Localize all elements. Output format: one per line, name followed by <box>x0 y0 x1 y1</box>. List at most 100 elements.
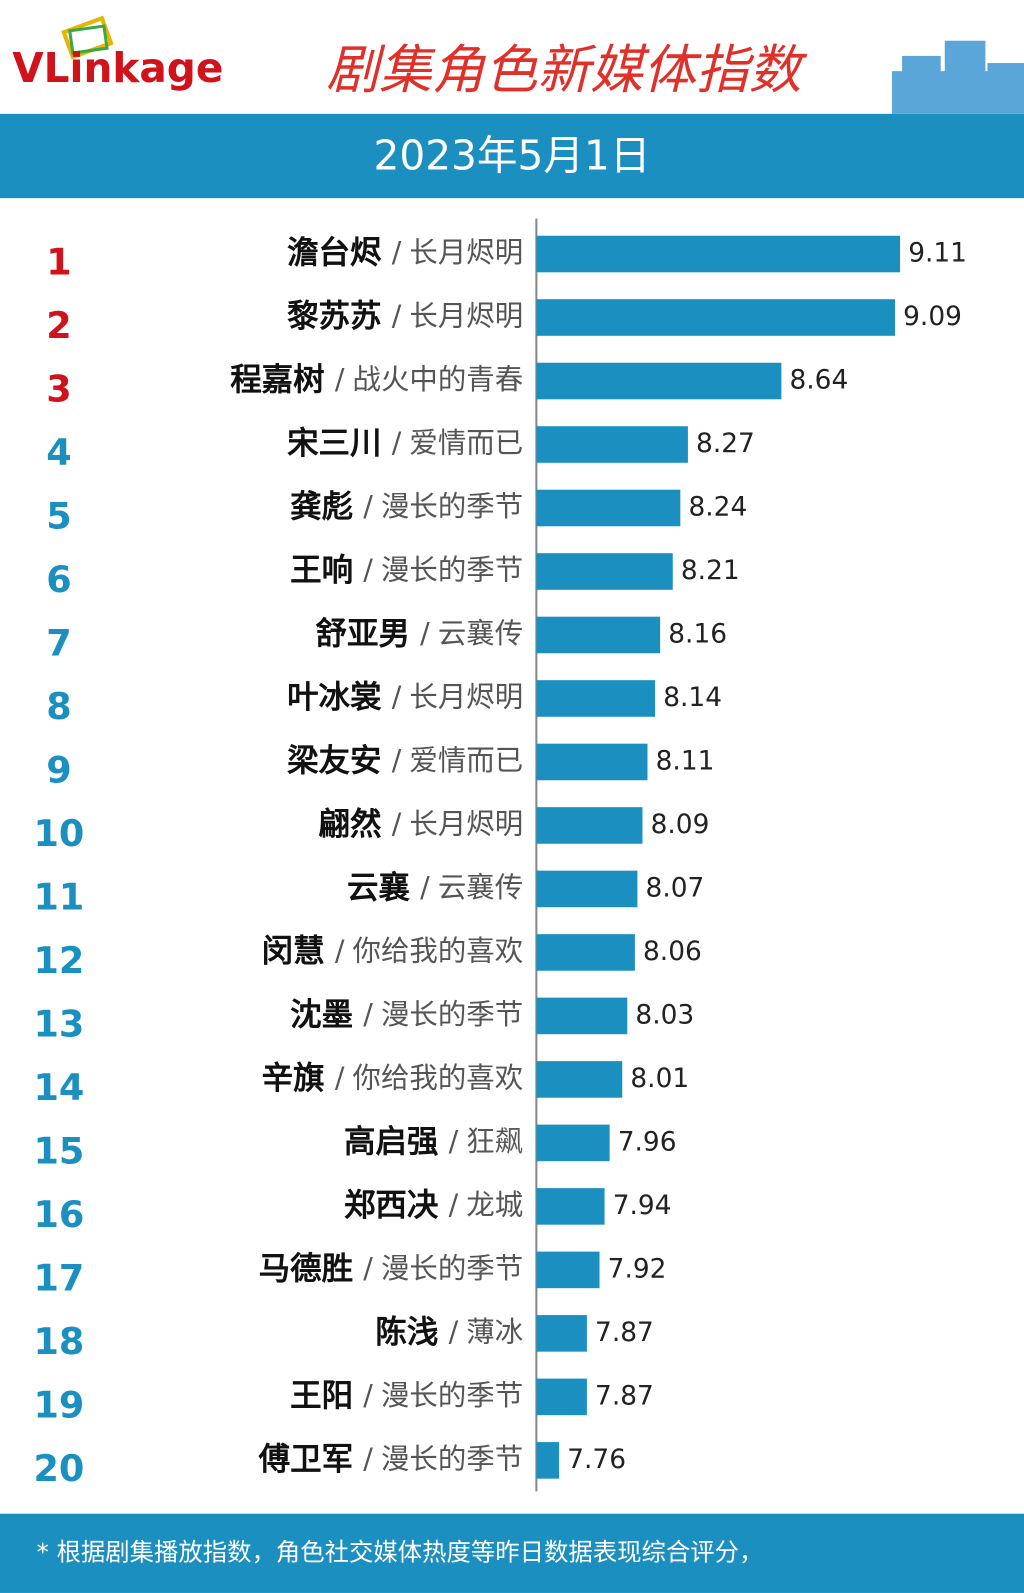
bar <box>536 1378 587 1416</box>
value-label: 8.21 <box>681 555 740 586</box>
row-label: 辛旗 / 你给我的喜欢 <box>262 1059 523 1096</box>
separator: / <box>392 744 402 777</box>
separator: / <box>363 490 373 523</box>
character-name: 马德胜 <box>259 1251 353 1287</box>
row-label: 高启强 / 狂飙 <box>344 1124 523 1160</box>
character-name: 王响 <box>290 552 353 588</box>
row-label: 云襄 / 云襄传 <box>347 869 523 906</box>
separator: / <box>420 871 430 904</box>
rank: 2 <box>46 304 71 347</box>
row-label: 陈浅 / 薄冰 <box>375 1313 523 1350</box>
drama-name: 长月烬明 <box>409 300 523 333</box>
rank: 17 <box>33 1257 84 1300</box>
separator: / <box>392 300 402 333</box>
row-label: 郑西决 / 龙城 <box>344 1187 523 1223</box>
character-name: 梁友安 <box>287 743 381 779</box>
separator: / <box>392 680 402 713</box>
bar <box>536 1124 610 1162</box>
separator: / <box>392 236 402 269</box>
value-label: 8.24 <box>688 491 747 522</box>
rows: 1 澹台烬 / 长月烬明 9.112 黎苏苏 / 长月烬明 9.093 程嘉树 / 战火中的青春 8.6… <box>33 235 967 1490</box>
bar <box>536 553 673 590</box>
separator: / <box>392 807 402 840</box>
character-name: 陈浅 <box>375 1313 438 1350</box>
separator: / <box>449 1188 459 1221</box>
character-name: 宋三川 <box>287 426 381 462</box>
bar <box>536 1315 587 1352</box>
separator: / <box>363 553 373 586</box>
footnote: * 根据剧集播放指数，角色社交媒体热度等昨日数据表现综合评分， <box>37 1537 764 1566</box>
rank: 13 <box>33 1003 84 1046</box>
drama-name: 你给我的喜欢 <box>353 934 524 967</box>
row-label: 澹台烬 / 长月烬明 <box>287 235 523 271</box>
value-label: 8.07 <box>646 872 705 903</box>
bar <box>536 426 688 463</box>
value-label: 8.11 <box>656 745 715 776</box>
value-label: 9.09 <box>903 301 962 332</box>
bar <box>536 489 681 527</box>
drama-name: 云襄传 <box>438 617 523 650</box>
drama-name: 爱情而已 <box>409 427 523 460</box>
character-name: 高启强 <box>344 1124 439 1160</box>
drama-name: 漫长的季节 <box>381 1442 523 1475</box>
rank: 16 <box>33 1193 84 1236</box>
separator: / <box>363 998 373 1031</box>
value-label: 8.03 <box>635 999 694 1030</box>
row-label: 闵慧 / 你给我的喜欢 <box>262 933 523 969</box>
row-label: 沈墨 / 漫长的季节 <box>290 997 523 1033</box>
separator: / <box>449 1315 459 1348</box>
character-name: 龚彪 <box>290 489 353 525</box>
drama-name: 长月烬明 <box>409 236 523 269</box>
row-label: 程嘉树 / 战火中的青春 <box>230 362 523 398</box>
bar <box>536 680 656 717</box>
separator: / <box>420 617 430 650</box>
value-label: 8.01 <box>630 1063 689 1094</box>
date-banner <box>0 113 1024 199</box>
character-name: 王阳 <box>290 1378 353 1414</box>
row-label: 王阳 / 漫长的季节 <box>290 1378 523 1414</box>
character-name: 叶冰裳 <box>287 679 382 715</box>
drama-name: 龙城 <box>466 1188 523 1221</box>
rank: 18 <box>33 1320 84 1363</box>
rank: 7 <box>46 622 71 665</box>
bar <box>536 997 628 1035</box>
character-name: 程嘉树 <box>230 362 324 398</box>
value-label: 8.64 <box>789 365 848 396</box>
separator: / <box>392 427 402 460</box>
rank: 6 <box>46 558 71 601</box>
bar <box>536 1251 600 1289</box>
character-name: 傅卫军 <box>258 1441 353 1477</box>
rank: 8 <box>46 685 71 728</box>
row-label: 马德胜 / 漫长的季节 <box>259 1251 524 1287</box>
row-label: 宋三川 / 爱情而已 <box>287 426 523 462</box>
row-label: 舒亚男 / 云襄传 <box>316 615 524 652</box>
bar <box>536 1442 560 1479</box>
separator: / <box>335 1061 345 1094</box>
podium-icon <box>891 40 1024 114</box>
drama-name: 你给我的喜欢 <box>353 1061 524 1094</box>
logo-icon <box>61 15 114 60</box>
separator: / <box>363 1252 373 1285</box>
row-label: 傅卫军 / 漫长的季节 <box>258 1441 524 1477</box>
drama-name: 狂飙 <box>466 1125 523 1158</box>
bar <box>536 1061 623 1098</box>
drama-name: 爱情而已 <box>409 744 523 777</box>
value-label: 7.94 <box>613 1190 672 1221</box>
drama-name: 长月烬明 <box>409 807 523 840</box>
bar <box>536 934 635 971</box>
row-label: 黎苏苏 / 长月烬明 <box>287 299 523 335</box>
brand: VLinkage <box>12 44 223 92</box>
value-label: 8.06 <box>643 936 702 967</box>
row-label: 叶冰裳 / 长月烬明 <box>287 679 523 715</box>
bar <box>536 299 896 336</box>
value-label: 8.14 <box>663 682 722 713</box>
drama-name: 漫长的季节 <box>381 998 523 1031</box>
character-name: 郑西决 <box>344 1187 439 1223</box>
separator: / <box>363 1442 373 1475</box>
drama-name: 漫长的季节 <box>381 553 523 586</box>
bar <box>536 362 782 400</box>
rank: 14 <box>33 1066 84 1109</box>
rank: 4 <box>46 431 71 474</box>
rank: 9 <box>46 749 71 792</box>
